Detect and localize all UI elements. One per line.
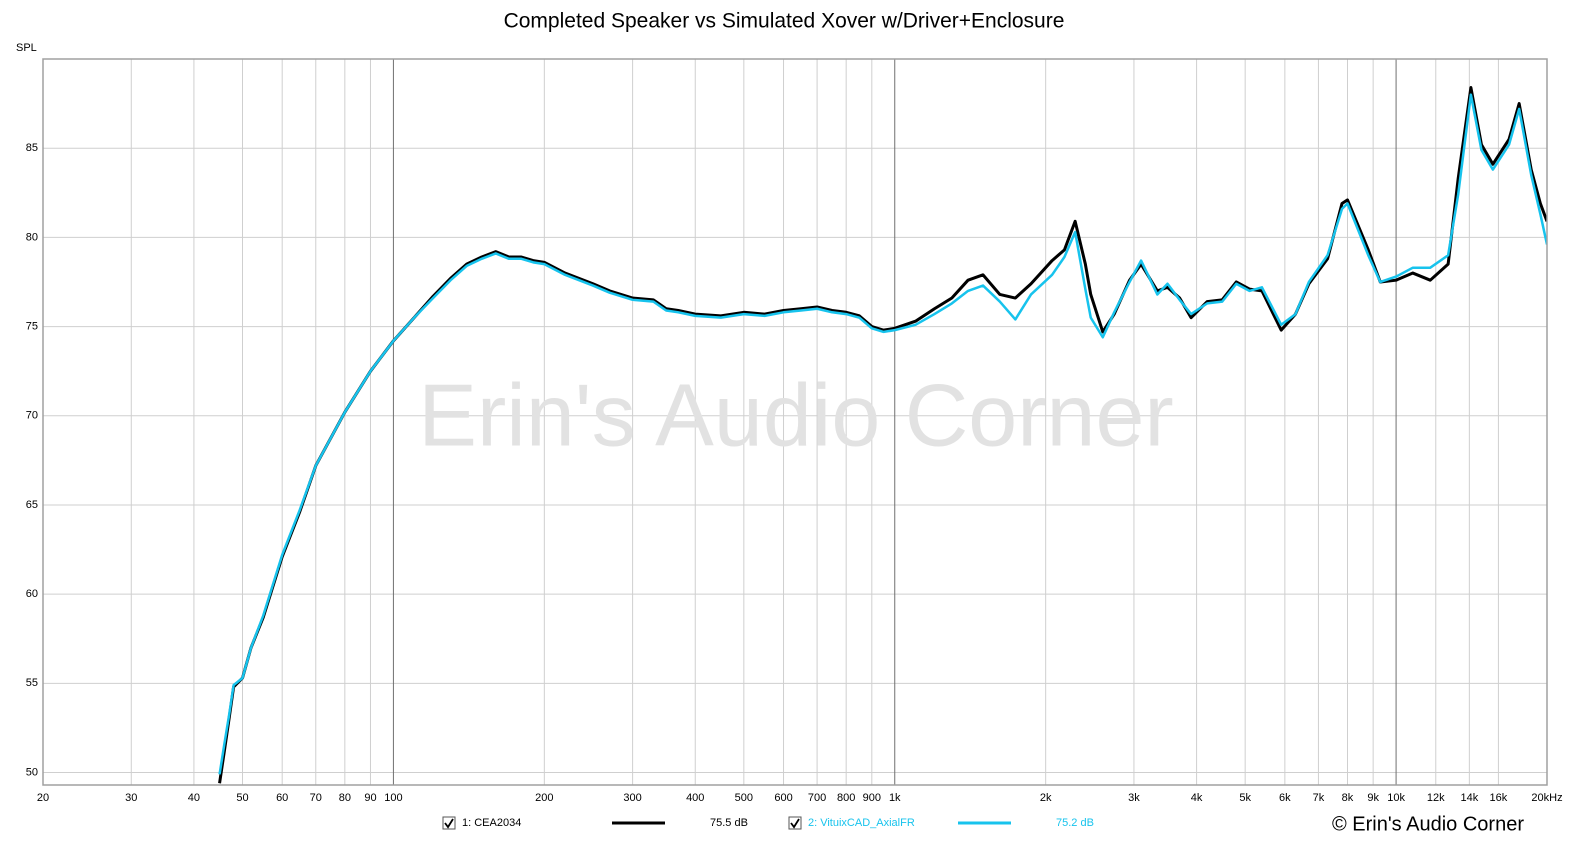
plot-frame [42, 58, 1548, 786]
x-tick-label: 9k [1367, 792, 1379, 804]
y-tick-label: 65 [26, 499, 38, 511]
y-tick-label: 50 [26, 766, 38, 778]
x-tick-label: 800 [837, 792, 855, 804]
x-tick-label: 16k [1490, 792, 1508, 804]
y-tick-label: 60 [26, 588, 38, 600]
x-tick-label: 60 [276, 792, 288, 804]
legend-label: 2: VituixCAD_AxialFR [808, 817, 915, 829]
x-tick-label: 700 [808, 792, 826, 804]
x-tick-label: 70 [310, 792, 322, 804]
y-tick-label: 85 [26, 142, 38, 154]
copyright: © Erin's Audio Corner [1332, 813, 1524, 835]
x-tick-label: 200 [535, 792, 553, 804]
x-tick-label: 20kHz [1531, 792, 1562, 804]
x-tick-label: 80 [339, 792, 351, 804]
x-tick-label: 90 [364, 792, 376, 804]
legend-checkmark [444, 818, 454, 829]
legend-value: 75.2 dB [1056, 817, 1094, 829]
y-axis-label: SPL [16, 42, 37, 54]
x-tick-label: 5k [1239, 792, 1251, 804]
x-tick-label: 12k [1427, 792, 1445, 804]
x-tick-label: 50 [236, 792, 248, 804]
legend-checkmark [790, 818, 800, 829]
chart-title: Completed Speaker vs Simulated Xover w/D… [504, 10, 1065, 33]
legend-checkbox [788, 816, 802, 830]
x-tick-label: 10k [1387, 792, 1405, 804]
x-tick-label: 20 [37, 792, 49, 804]
x-tick-label: 300 [623, 792, 641, 804]
series-line [218, 93, 1547, 775]
y-tick-label: 70 [26, 410, 38, 422]
plot-lines [218, 86, 1547, 784]
x-tick-label: 40 [188, 792, 200, 804]
y-tick-label: 80 [26, 231, 38, 243]
x-tick-label: 1k [889, 792, 901, 804]
x-tick-label: 900 [863, 792, 881, 804]
x-tick-label: 30 [125, 792, 137, 804]
x-tick-label: 500 [735, 792, 753, 804]
x-tick-label: 3k [1128, 792, 1140, 804]
y-tick-label: 55 [26, 677, 38, 689]
y-tick-label: 75 [26, 320, 38, 332]
x-tick-label: 400 [686, 792, 704, 804]
legend-checkbox [442, 816, 456, 830]
x-tick-label: 6k [1279, 792, 1291, 804]
legend-label: 1: CEA2034 [462, 817, 521, 829]
x-tick-label: 4k [1191, 792, 1203, 804]
x-tick-label: 2k [1040, 792, 1052, 804]
x-tick-label: 7k [1313, 792, 1325, 804]
x-tick-label: 14k [1460, 792, 1478, 804]
x-tick-label: 600 [774, 792, 792, 804]
legend: 1: CEA2034 75.5 dB 2: VituixCAD_AxialFR 75.… [442, 816, 1094, 830]
x-tick-label: 8k [1342, 792, 1354, 804]
watermark: Erin's Audio Corner [418, 365, 1173, 464]
x-tick-label: 100 [384, 792, 402, 804]
legend-value: 75.5 dB [710, 817, 748, 829]
